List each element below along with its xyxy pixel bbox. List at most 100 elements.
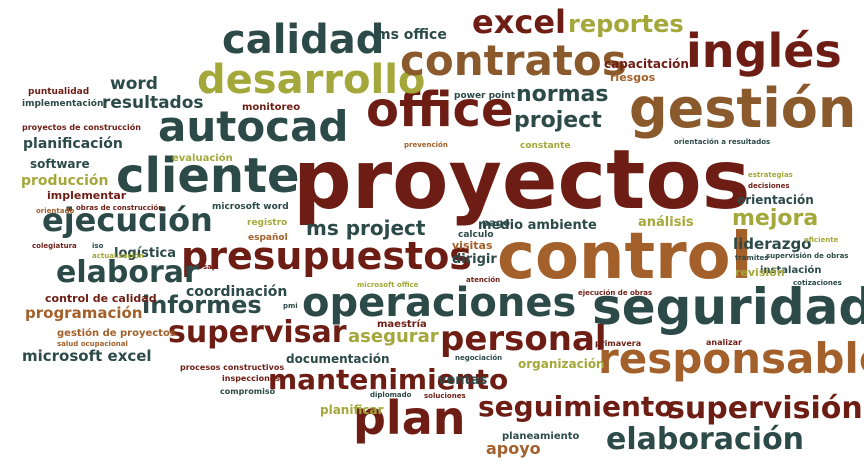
cloud-word: planificar xyxy=(320,403,384,417)
cloud-word: instalación xyxy=(760,265,822,276)
cloud-word: elaborar xyxy=(56,255,199,290)
cloud-word: ejecución xyxy=(42,201,213,239)
cloud-word: calidad xyxy=(222,17,385,63)
cloud-word: soluciones xyxy=(424,392,466,400)
cloud-word: cotizaciones xyxy=(793,279,842,287)
cloud-word: estrategias xyxy=(748,171,793,179)
cloud-word: implementar xyxy=(47,189,127,202)
cloud-word: primavera xyxy=(595,339,642,348)
cloud-word: power point xyxy=(454,91,516,101)
cloud-word: pmi xyxy=(283,302,298,310)
cloud-word: proyectos de construcción xyxy=(22,123,141,132)
cloud-word: tramites xyxy=(735,254,769,262)
cloud-word: diplomado xyxy=(370,391,412,399)
cloud-word: seguridad xyxy=(592,278,864,336)
cloud-word: control de calidad xyxy=(45,292,157,305)
cloud-word: negociación xyxy=(455,354,503,362)
cloud-word: elaboración xyxy=(606,422,805,457)
cloud-word: supervisión de obras xyxy=(766,252,849,260)
cloud-word: programación xyxy=(25,304,143,322)
cloud-word: normas xyxy=(516,82,609,107)
cloud-word: puntualidad xyxy=(28,87,90,97)
cloud-word: compromiso xyxy=(220,387,276,396)
cloud-word: organización xyxy=(518,357,605,371)
cloud-word: word xyxy=(110,74,158,94)
cloud-word: colegiatura xyxy=(32,242,77,250)
cloud-word: mantenimiento xyxy=(268,363,509,396)
cloud-word: logística xyxy=(114,246,177,261)
cloud-word: contratos xyxy=(400,36,627,85)
cloud-word: ms office xyxy=(376,27,447,43)
cloud-word: español xyxy=(248,233,288,243)
cloud-word: orientado xyxy=(36,207,75,215)
cloud-word: liderazgo xyxy=(733,235,812,253)
cloud-word: prevención xyxy=(404,141,448,149)
cloud-word: microsoft word xyxy=(212,202,289,212)
cloud-word: ejecución de obras xyxy=(578,289,653,297)
cloud-word: apoyo xyxy=(486,439,541,458)
cloud-word: monitoreo xyxy=(242,102,301,113)
cloud-word: salud ocupacional xyxy=(57,340,128,348)
cloud-word: documentación xyxy=(286,352,390,366)
cloud-word: dirigir xyxy=(452,252,497,267)
cloud-word: sap xyxy=(203,263,217,271)
cloud-word: proyectos xyxy=(293,133,751,228)
cloud-word: mejora xyxy=(732,206,819,231)
cloud-word: autocad xyxy=(158,102,349,151)
cloud-word: reportes xyxy=(568,10,684,38)
cloud-word: obras de construcción xyxy=(76,204,164,212)
cloud-word: revisión xyxy=(735,266,785,279)
cloud-word: analizar xyxy=(706,338,742,347)
cloud-word: desarrollo xyxy=(197,57,426,103)
cloud-word: seguimiento xyxy=(478,390,674,423)
cloud-word: inspecciones xyxy=(222,374,280,383)
cloud-word: software xyxy=(30,157,90,171)
cloud-word: gestión de proyectos xyxy=(57,328,176,339)
cloud-word: coordinación xyxy=(186,284,288,300)
cloud-word: decisiones xyxy=(748,182,790,190)
cloud-word: medio ambiente xyxy=(478,218,597,233)
cloud-word: producción xyxy=(21,173,109,189)
cloud-word: supervisión xyxy=(667,391,863,426)
cloud-word: procesos constructivos xyxy=(180,363,285,372)
cloud-word: atención xyxy=(466,276,501,284)
cloud-word: riesgos xyxy=(610,71,656,84)
cloud-word: planificación xyxy=(23,136,123,152)
cloud-word: asegurar xyxy=(348,326,439,347)
cloud-word: resultados xyxy=(102,93,204,113)
cloud-word: ms project xyxy=(306,216,426,240)
cloud-word: orientación xyxy=(737,193,814,207)
cloud-word: calculo xyxy=(458,230,494,240)
cloud-word: visitas xyxy=(452,239,493,252)
cloud-word: ventas xyxy=(438,373,488,388)
cloud-word: microsoft office xyxy=(357,281,419,289)
cloud-word: gestión xyxy=(629,77,857,140)
cloud-word: cliente xyxy=(116,148,300,204)
cloud-word: project xyxy=(514,108,602,133)
cloud-word: personal xyxy=(440,319,607,359)
cloud-word: informes xyxy=(142,291,262,319)
cloud-word: evaluación xyxy=(172,153,233,164)
cloud-word: orientación a resultados xyxy=(674,138,771,146)
cloud-word: presupuestos xyxy=(181,234,472,278)
cloud-word: operaciones xyxy=(302,280,577,326)
cloud-word: office xyxy=(366,82,514,138)
cloud-word: implementación xyxy=(22,99,104,109)
cloud-word: actualización xyxy=(92,252,144,260)
cloud-word: iso xyxy=(92,242,104,250)
cloud-word: excel xyxy=(472,3,566,41)
cloud-word: inglés xyxy=(686,24,842,78)
cloud-word: supervisar xyxy=(168,315,347,350)
cloud-word: análisis xyxy=(638,215,694,230)
cloud-word: planeamiento xyxy=(502,431,580,442)
cloud-word: constante xyxy=(520,141,571,151)
cloud-word: microsoft excel xyxy=(22,347,152,365)
cloud-word: capacitación xyxy=(604,57,689,71)
cloud-word: plan xyxy=(353,391,466,445)
cloud-word: eficiente xyxy=(804,236,839,244)
cloud-word: maestría xyxy=(377,319,427,330)
cloud-word: control xyxy=(497,220,753,294)
cloud-word: responsable xyxy=(598,334,864,383)
cloud-word: registro xyxy=(247,218,288,228)
